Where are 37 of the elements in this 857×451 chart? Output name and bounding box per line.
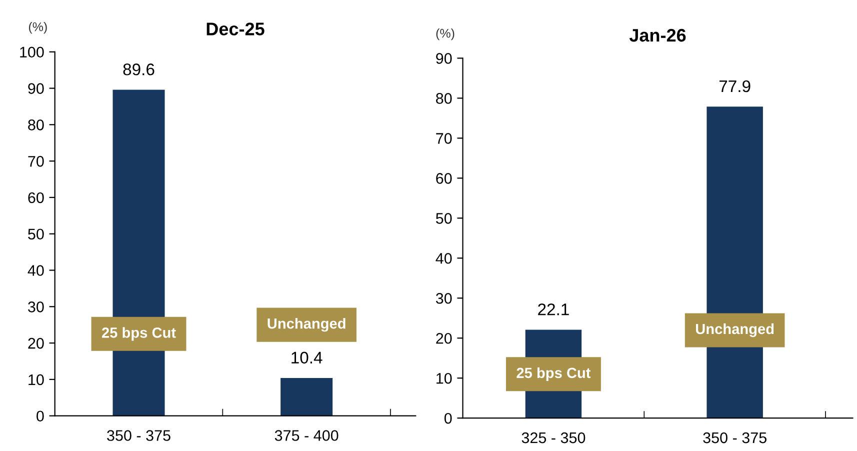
y-tick-label: 70 [28,156,44,167]
y-tick-label: 100 [20,46,44,58]
y-tick-label: 80 [436,93,452,104]
data-label: 22.1 [538,303,569,316]
y-tick-label: 50 [28,228,44,240]
y-tick-label: 50 [436,213,452,224]
x-tick-label: 350 - 375 [703,432,766,444]
data-label: 89.6 [123,64,154,76]
y-tick-label: 0 [36,410,44,422]
y-tick-label: 30 [28,302,44,312]
annotation: Unchanged [696,323,774,338]
y-tick-label: 20 [436,332,452,344]
y-axis-title: (%) [436,28,454,40]
annotation: 25 bps Cut [102,327,176,341]
y-tick-label: 40 [436,252,452,264]
y-tick-label: 70 [436,133,452,144]
y-tick-label: 30 [436,292,452,304]
annotation: Unchanged [268,318,346,332]
data-label: 77.9 [719,80,750,92]
y-tick-label: 90 [28,83,44,94]
y-tick-label: 60 [28,192,44,204]
chart-title: Jan-26 [629,28,686,42]
y-tick-label: 10 [28,374,44,386]
y-tick-label: 10 [436,372,452,384]
y-tick-label: 40 [28,265,44,276]
x-tick-label: 350 - 375 [107,430,170,441]
data-label: 10.4 [292,352,322,364]
chart-title: Dec-25 [206,22,264,36]
y-axis-title: (%) [28,22,47,34]
y-tick-label: 80 [28,120,44,130]
annotation: 25 bps Cut [516,367,591,381]
x-tick-label: 325 - 350 [522,432,586,444]
y-tick-label: 60 [436,173,452,184]
x-tick-label: 375 - 400 [274,430,338,441]
y-tick-label: 0 [444,412,452,424]
y-tick-label: 90 [436,53,452,64]
y-tick-label: 20 [28,338,44,349]
